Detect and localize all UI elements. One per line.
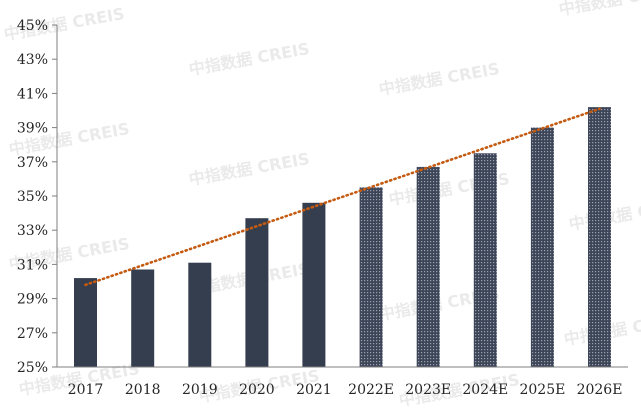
x-tick-label: 2023E xyxy=(405,382,451,398)
bar-projected xyxy=(473,153,497,368)
y-tick-label: 33% xyxy=(17,223,48,239)
bar xyxy=(245,218,269,367)
x-tick-label: 2026E xyxy=(577,382,623,398)
watermark-text: 中指数据 CREIS xyxy=(187,39,310,79)
watermark-text: 中指数据 CREIS xyxy=(557,0,641,19)
y-tick-label: 29% xyxy=(17,292,48,308)
y-tick-label: 35% xyxy=(17,189,48,205)
bars-group xyxy=(74,107,611,368)
x-tick-label: 2021 xyxy=(296,382,332,398)
x-tick-label: 2017 xyxy=(68,382,104,398)
bar xyxy=(74,278,97,367)
x-tick-label: 2019 xyxy=(182,382,218,398)
watermark-text: 中指数据 CREIS xyxy=(187,149,310,189)
trendline-group xyxy=(84,107,601,287)
bar-projected xyxy=(588,107,611,367)
axes-group xyxy=(52,24,628,368)
y-tick-label: 45% xyxy=(17,18,48,34)
x-tick-label: 2025E xyxy=(519,382,565,398)
x-tick-label: 2022E xyxy=(348,382,394,398)
y-tick-label: 27% xyxy=(17,326,48,342)
y-tick-label: 41% xyxy=(17,86,48,102)
y-tick-label: 39% xyxy=(17,121,48,137)
watermark-text: 中指数据 CREIS xyxy=(377,59,500,99)
x-axis-labels: 2017 2018 2019 2020 2021 2022E 2023E 2024E 2025E… xyxy=(68,382,623,398)
y-tick-label: 25% xyxy=(17,360,48,376)
bar xyxy=(131,269,155,367)
bar xyxy=(188,262,212,367)
x-tick-label: 2020 xyxy=(239,382,275,398)
y-tick-label: 37% xyxy=(17,155,48,171)
trend-line xyxy=(84,107,601,287)
bar xyxy=(302,202,326,367)
bar-projected xyxy=(416,166,440,367)
x-tick-label: 2018 xyxy=(125,382,161,398)
y-tick-label: 43% xyxy=(17,52,48,68)
x-tick-label: 2024E xyxy=(462,382,508,398)
y-tick-label: 31% xyxy=(17,257,48,273)
y-axis-labels: 25% 27% 29% 31% 33% 35% 37% 39% 41% 43% 45% xyxy=(17,18,48,376)
bar-projected xyxy=(359,187,383,367)
bar-projected xyxy=(530,127,554,367)
